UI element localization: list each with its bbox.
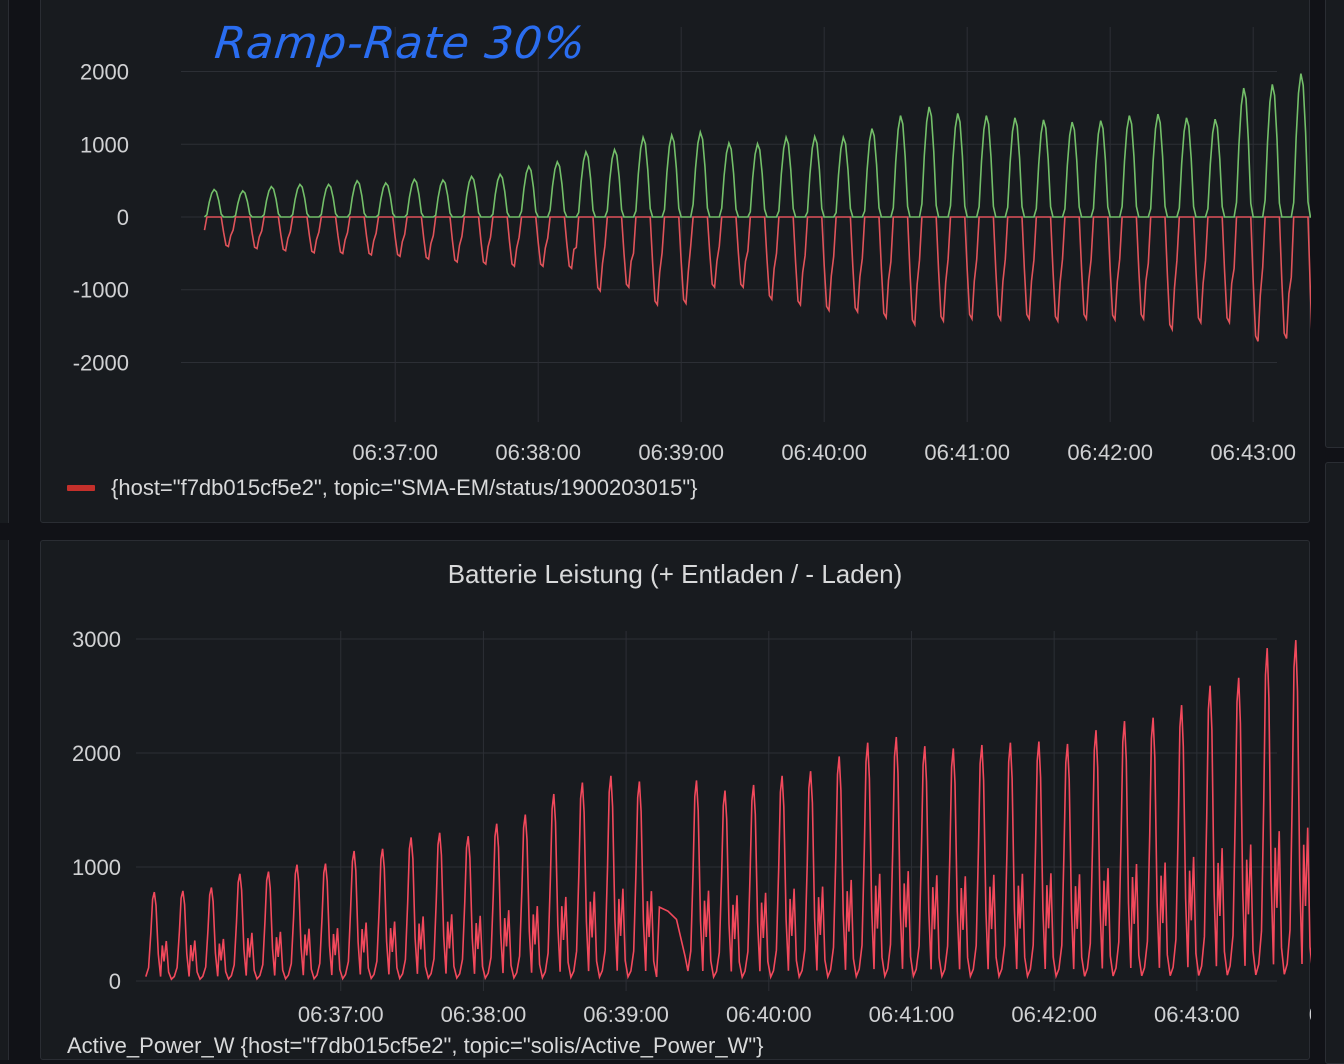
x-tick-label: 06:39:00 xyxy=(638,440,724,465)
x-tick-label: 06:41:00 xyxy=(869,1002,955,1027)
battery-power-panel[interactable]: Batterie Leistung (+ Entladen / - Laden)… xyxy=(40,540,1311,1060)
x-tick-label: 06:42:00 xyxy=(1011,1002,1097,1027)
x-tick-label: 06:38:00 xyxy=(441,1002,527,1027)
y-tick-label: 2000 xyxy=(80,60,129,85)
x-tick-label: 06:43:00 xyxy=(1154,1002,1240,1027)
battery-power-line xyxy=(145,640,1311,981)
handwritten-annotation: Ramp-Rate 30% xyxy=(212,18,589,69)
y-tick-label: -2000 xyxy=(73,350,129,375)
battery-power-legend[interactable]: Active_Power_W {host="f7db015cf5e2", top… xyxy=(67,1033,764,1059)
y-tick-label: 0 xyxy=(109,969,121,994)
battery-power-chart: 3000 2000 1000 0 06:37:00 06:38:00 06:39:00 06:… xyxy=(72,627,1311,1027)
left-panel-edge-top xyxy=(0,0,9,523)
grid-power-chart: 2000 1000 0 -1000 -2000 06:37:00 06:38:00 06:39… xyxy=(73,27,1311,465)
x-tick-label: 06:41:00 xyxy=(924,440,1010,465)
y-tick-label: -1000 xyxy=(73,278,129,303)
left-panel-edge-bottom xyxy=(0,540,9,1060)
legend-label: Active_Power_W {host="f7db015cf5e2", top… xyxy=(67,1033,764,1058)
legend-label: {host="f7db015cf5e2", topic="SMA-EM/stat… xyxy=(111,475,698,500)
right-panel-edge-bottom xyxy=(1325,462,1344,1064)
grid-import-line xyxy=(203,216,1311,342)
grid-power-legend[interactable]: {host="f7db015cf5e2", topic="SMA-EM/stat… xyxy=(67,475,698,501)
x-tick-label: 06:37:00 xyxy=(352,440,438,465)
x-tick-label: 06:40:00 xyxy=(726,1002,812,1027)
y-tick-label: 2000 xyxy=(72,741,121,766)
x-tick-label: 06:39:00 xyxy=(583,1002,669,1027)
x-tick-label: 06:40:00 xyxy=(781,440,867,465)
y-tick-label: 1000 xyxy=(72,855,121,880)
x-tick-label: 06:37:00 xyxy=(298,1002,384,1027)
y-tick-label: 1000 xyxy=(80,132,129,157)
x-tick-label: 06:38:00 xyxy=(495,440,581,465)
panel-title: Batterie Leistung (+ Entladen / - Laden) xyxy=(447,559,903,589)
legend-color-swatch xyxy=(67,485,95,491)
x-tick-label: 06:42:00 xyxy=(1067,440,1153,465)
y-tick-label: 0 xyxy=(117,205,129,230)
grid-power-panel[interactable]: 2000 1000 0 -1000 -2000 06:37:00 06:38:00 06:39… xyxy=(40,0,1311,523)
x-tick-label: 06:43:00 xyxy=(1210,440,1296,465)
right-panel-edge-top xyxy=(1325,0,1344,448)
grid-export-line xyxy=(203,73,1311,218)
y-tick-label: 3000 xyxy=(72,627,121,652)
x-tick-label: 06:44: xyxy=(1309,1002,1311,1027)
